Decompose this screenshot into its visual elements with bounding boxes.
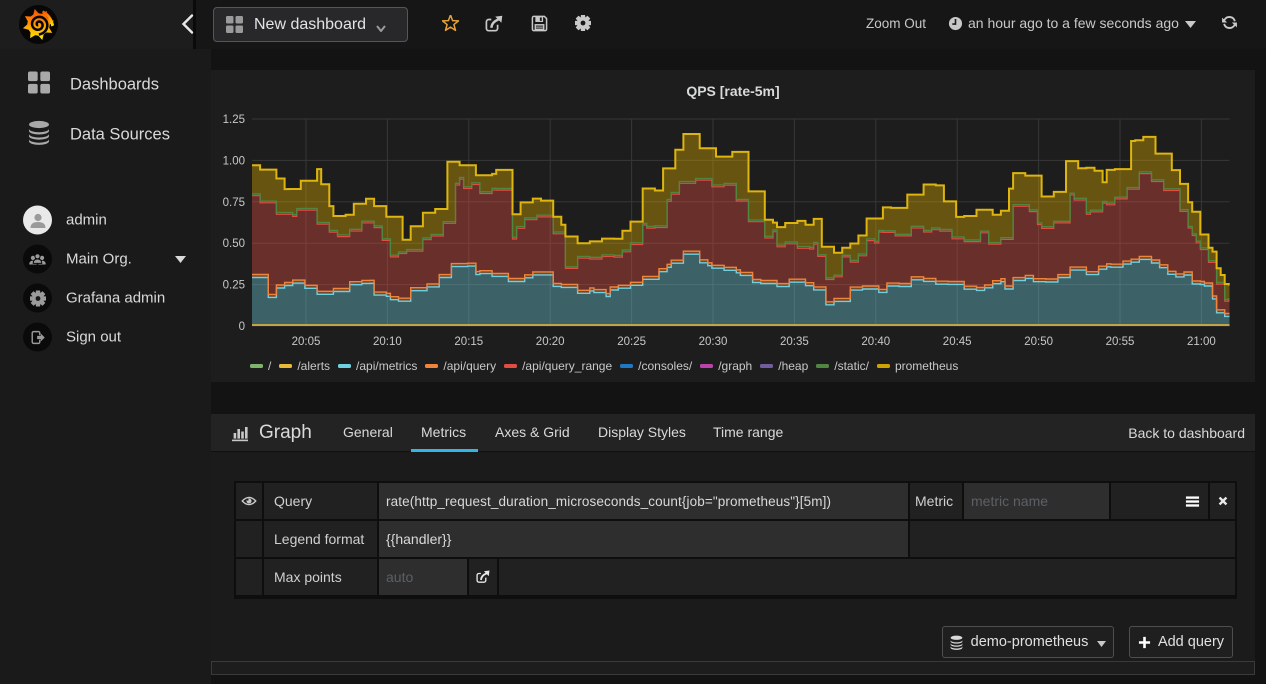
svg-text:21:00: 21:00 [1187, 336, 1216, 348]
svg-text:0: 0 [239, 321, 245, 333]
svg-text:0.25: 0.25 [223, 280, 245, 292]
svg-text:20:25: 20:25 [617, 336, 646, 348]
svg-text:1.25: 1.25 [223, 114, 245, 126]
svg-text:20:50: 20:50 [1024, 336, 1053, 348]
svg-text:20:45: 20:45 [943, 336, 972, 348]
svg-text:20:35: 20:35 [780, 336, 809, 348]
svg-text:20:30: 20:30 [699, 336, 728, 348]
svg-text:20:55: 20:55 [1106, 336, 1135, 348]
svg-text:20:05: 20:05 [292, 336, 321, 348]
svg-text:0.50: 0.50 [223, 238, 245, 250]
svg-text:20:10: 20:10 [373, 336, 402, 348]
svg-text:20:20: 20:20 [536, 336, 565, 348]
svg-text:0.75: 0.75 [223, 197, 245, 209]
svg-text:20:15: 20:15 [454, 336, 483, 348]
svg-text:20:40: 20:40 [861, 336, 890, 348]
svg-text:1.00: 1.00 [223, 155, 245, 167]
